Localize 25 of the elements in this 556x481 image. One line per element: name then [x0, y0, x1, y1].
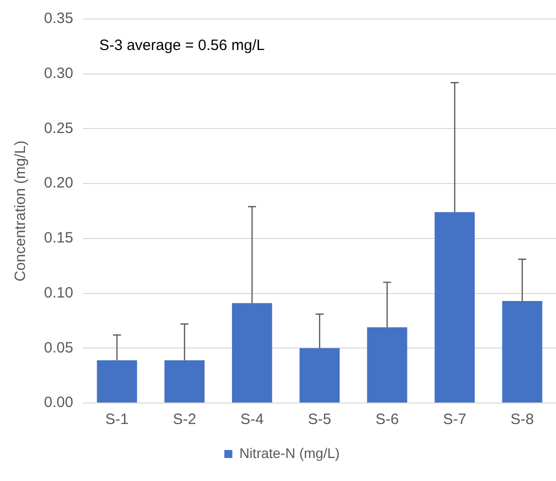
x-tick-label: S-7 — [443, 411, 466, 428]
bar — [300, 348, 340, 402]
y-tick-label: 0.10 — [44, 284, 74, 302]
bar — [367, 327, 408, 402]
bar — [164, 360, 205, 402]
y-tick-label: 0.15 — [44, 230, 74, 247]
x-tick-label: S-6 — [375, 411, 399, 428]
y-tick-label: 0.05 — [44, 339, 74, 356]
annotation: S-3 average = 0.56 mg/L — [99, 37, 265, 54]
x-tick-label: S-4 — [240, 411, 264, 428]
y-tick-label: 0.20 — [44, 174, 74, 192]
bar — [232, 303, 272, 402]
bar — [502, 300, 542, 402]
x-tick-label: S-8 — [510, 411, 534, 428]
y-tick-label: 0.25 — [44, 120, 74, 137]
bar — [434, 212, 475, 402]
y-axis-title: Concentration (mg/L) — [12, 140, 30, 282]
y-tick-label: 0.30 — [44, 65, 74, 82]
y-tick-label: 0.35 — [44, 10, 74, 28]
x-tick-label: S-2 — [172, 411, 196, 428]
legend-label: Nitrate-N (mg/L) — [239, 444, 340, 461]
y-tick-label: 0.00 — [44, 394, 74, 412]
x-tick-label: S-1 — [105, 411, 129, 428]
bar — [96, 360, 138, 402]
x-tick-label: S-5 — [308, 411, 332, 428]
